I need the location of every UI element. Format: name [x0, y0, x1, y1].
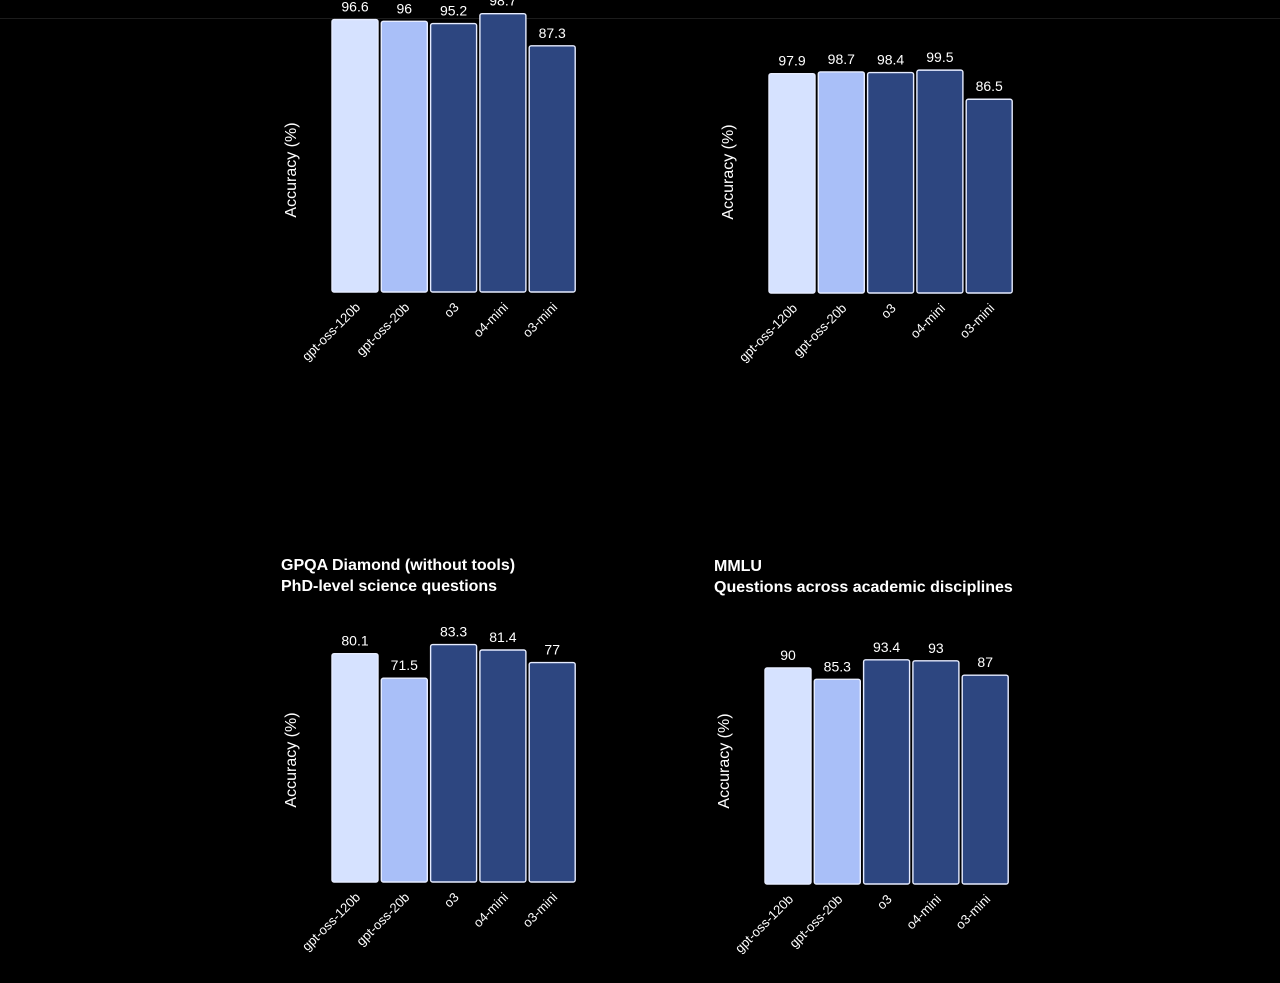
value-label-gpt-oss-120b: 90: [780, 647, 796, 663]
value-label-o3: 93.4: [873, 639, 900, 655]
tick-label-o4-mini: o4-mini: [470, 299, 511, 340]
bar-o4-mini: [916, 69, 964, 294]
value-label-gpt-oss-20b: 98.7: [828, 51, 855, 67]
chart-title-4-subtitle: Questions across academic disciplines: [714, 579, 1013, 596]
value-label-o3-mini: 77: [544, 642, 560, 658]
bar-o3: [862, 659, 911, 885]
y-axis-label: Accuracy (%): [720, 124, 737, 219]
tick-label-gpt-oss-20b: gpt-oss-20b: [786, 892, 845, 951]
value-label-gpt-oss-120b: 80.1: [341, 633, 368, 649]
tick-label-o4-mini: o4-mini: [907, 300, 948, 341]
tick-label-gpt-oss-20b: gpt-oss-20b: [353, 890, 412, 949]
bar-gpt-oss-120b: [331, 18, 379, 293]
tick-label-gpt-oss-120b: gpt-oss-120b: [299, 890, 363, 954]
bar-gpt-oss-20b: [380, 677, 429, 883]
value-label-o4-mini: 98.7: [489, 0, 516, 9]
tick-label-o3: o3: [878, 301, 899, 322]
chart-title-3: GPQA Diamond (without tools) PhD-level s…: [281, 555, 515, 597]
bar-o4-mini: [479, 12, 527, 293]
bar-chart-2: Accuracy (%) 97.9 gpt-oss-120b 98.7 gpt-oss-…: [720, 49, 1013, 365]
tick-label-gpt-oss-20b: gpt-oss-20b: [790, 301, 849, 360]
value-label-o3-mini: 87.3: [539, 25, 566, 41]
bar-gpt-oss-20b: [817, 71, 866, 294]
bar-o3-mini: [965, 98, 1013, 294]
chart-panel-3: GPQA Diamond (without tools) PhD-level s…: [281, 555, 611, 975]
value-label-o3: 98.4: [877, 52, 904, 68]
bar-gpt-oss-120b: [331, 653, 379, 883]
bar-o3-mini: [528, 661, 576, 883]
tick-label-o3-mini: o3-mini: [520, 889, 561, 930]
value-label-gpt-oss-120b: 96.6: [341, 0, 368, 15]
value-label-gpt-oss-120b: 97.9: [778, 53, 805, 69]
chart-panel-4: MMLU Questions across academic disciplin…: [714, 556, 1044, 976]
bar-o3-mini: [961, 674, 1009, 885]
tick-label-o3-mini: o3-mini: [520, 299, 561, 340]
y-axis-label: Accuracy (%): [283, 122, 300, 217]
tick-label-gpt-oss-120b: gpt-oss-120b: [732, 892, 796, 956]
tick-label-o3: o3: [441, 300, 462, 321]
bar-gpt-oss-20b: [813, 678, 862, 885]
bar-o4-mini: [479, 649, 527, 883]
chart-title-4-main: MMLU: [714, 558, 762, 575]
chart-panel-2: Accuracy (%) 97.9 gpt-oss-120b 98.7 gpt-oss-…: [707, 22, 1037, 442]
value-label-o3: 83.3: [440, 624, 467, 640]
bar-o3-mini: [528, 45, 576, 293]
tick-label-o3-mini: o3-mini: [953, 891, 994, 932]
bar-o3: [429, 643, 478, 883]
tick-label-gpt-oss-120b: gpt-oss-120b: [736, 301, 800, 365]
bar-o4-mini: [912, 660, 960, 885]
top-divider: [0, 18, 1280, 19]
chart-title-4: MMLU Questions across academic disciplin…: [714, 556, 1013, 598]
bar-gpt-oss-120b: [764, 667, 812, 885]
bar-gpt-oss-20b: [380, 20, 429, 293]
value-label-gpt-oss-20b: 85.3: [824, 658, 851, 674]
value-label-o4-mini: 93: [928, 640, 944, 656]
y-axis-label: Accuracy (%): [716, 713, 733, 808]
bar-o3: [429, 22, 478, 293]
bar-chart-3: Accuracy (%) 80.1 gpt-oss-120b 71.5 gpt-oss-…: [283, 624, 576, 954]
bar-o3: [866, 71, 915, 294]
chart-title-3-subtitle: PhD-level science questions: [281, 578, 498, 595]
bar-chart-4: Accuracy (%) 90 gpt-oss-120b 85.3 gpt-oss-20…: [716, 639, 1009, 956]
bar-chart-1: Accuracy (%) 96.6 gpt-oss-120b 96 gpt-oss-20…: [283, 0, 576, 364]
value-label-o3-mini: 87: [977, 654, 993, 670]
value-label-o4-mini: 99.5: [926, 49, 953, 65]
tick-label-o3-mini: o3-mini: [957, 300, 998, 341]
tick-label-o4-mini: o4-mini: [470, 889, 511, 930]
tick-label-gpt-oss-120b: gpt-oss-120b: [299, 300, 363, 364]
value-label-o4-mini: 81.4: [489, 629, 516, 645]
bar-gpt-oss-120b: [768, 73, 816, 294]
tick-label-o3: o3: [874, 892, 895, 913]
tick-label-o3: o3: [441, 890, 462, 911]
value-label-o3-mini: 86.5: [976, 78, 1003, 94]
tick-label-o4-mini: o4-mini: [903, 891, 944, 932]
value-label-gpt-oss-20b: 71.5: [391, 657, 418, 673]
y-axis-label: Accuracy (%): [283, 712, 300, 807]
value-label-o3: 95.2: [440, 3, 467, 19]
chart-title-3-main: GPQA Diamond (without tools): [281, 557, 516, 574]
chart-panel-1: Accuracy (%) 96.6 gpt-oss-120b 96 gpt-oss-20…: [270, 0, 600, 442]
tick-label-gpt-oss-20b: gpt-oss-20b: [353, 300, 412, 359]
value-label-gpt-oss-20b: 96: [397, 0, 413, 16]
